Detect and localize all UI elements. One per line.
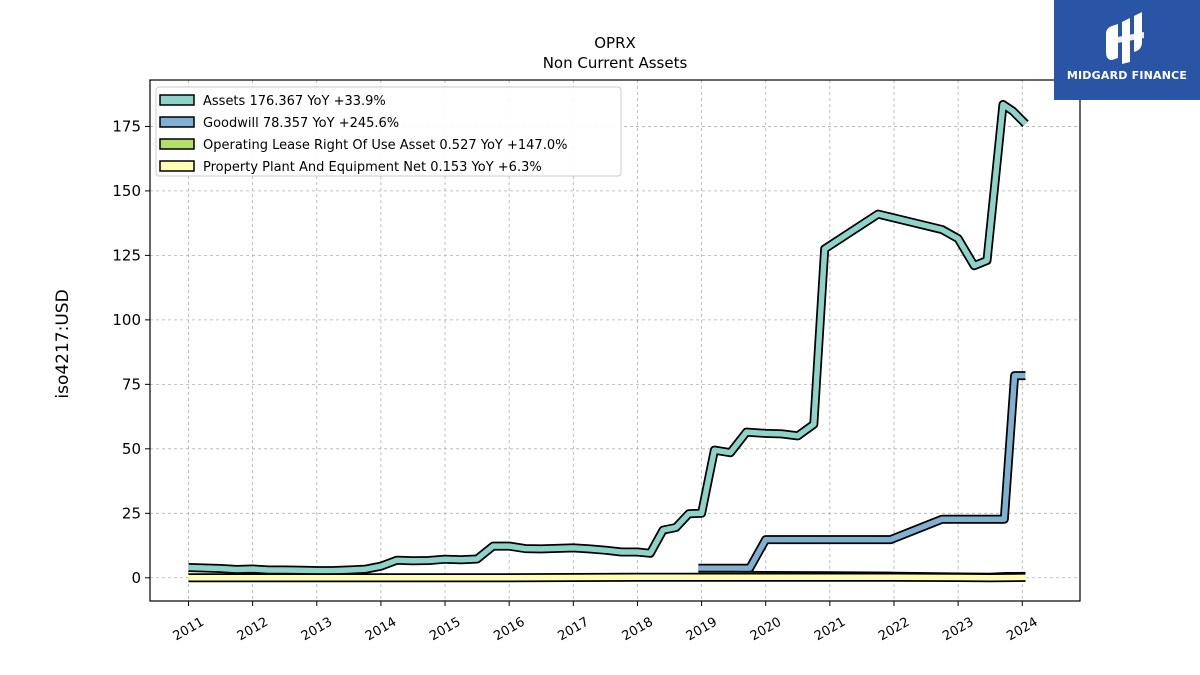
legend: Assets 176.367 YoY +33.9% Goodwill 78.357… xyxy=(155,86,622,177)
x-tick-label: 2022 xyxy=(876,615,912,645)
x-tick-label: 2019 xyxy=(684,615,720,645)
logo-text: MIDGARD FINANCE xyxy=(1066,69,1188,82)
legend-swatch-property-plant-and-equipment-net xyxy=(159,160,195,172)
x-tick-label: 2018 xyxy=(620,615,656,645)
midgard-logo-icon xyxy=(1106,12,1144,64)
grid xyxy=(150,80,1080,601)
legend-label-goodwill: Goodwill 78.357 YoY +245.6% xyxy=(203,116,399,131)
y-tick-label: 175 xyxy=(112,117,141,135)
x-tick-label: 2011 xyxy=(171,615,207,645)
legend-swatch-assets xyxy=(159,94,195,106)
y-tick-label: 75 xyxy=(122,375,141,393)
series-lines xyxy=(188,100,1029,583)
x-tick-label: 2016 xyxy=(491,615,527,645)
y-tick-label: 0 xyxy=(131,569,141,587)
legend-box xyxy=(155,86,622,177)
y-tick-label: 150 xyxy=(112,182,141,200)
legend-label-property-plant-and-equipment-net: Property Plant And Equipment Net 0.153 Y… xyxy=(203,160,542,175)
x-tick-label: 2017 xyxy=(555,615,591,645)
legend-label-assets: Assets 176.367 YoY +33.9% xyxy=(203,94,386,109)
x-tick-label: 2013 xyxy=(299,615,335,645)
x-tick-label: 2021 xyxy=(812,615,848,645)
plot-frame xyxy=(149,79,1081,602)
chart-subtitle: Non Current Assets xyxy=(543,54,688,72)
chart-title: OPRX xyxy=(594,34,636,52)
y-axis-label: iso4217:USD xyxy=(53,289,73,398)
brand-logo: MIDGARD FINANCE xyxy=(1054,0,1200,100)
goodwill-line xyxy=(698,372,1026,571)
legend-swatch-operating-lease-right-of-use-asset xyxy=(159,138,195,150)
legend-swatch-goodwill xyxy=(159,116,195,128)
y-tick-label: 50 xyxy=(122,440,141,458)
x-tick-label: 2012 xyxy=(235,615,271,645)
x-tick-label: 2015 xyxy=(427,615,463,645)
legend-label-operating-lease-right-of-use-asset: Operating Lease Right Of Use Asset 0.527… xyxy=(203,138,567,153)
y-tick-label: 125 xyxy=(112,246,141,264)
x-tick-label: 2020 xyxy=(748,615,784,645)
y-tick-label: 100 xyxy=(112,311,141,329)
x-tick-label: 2024 xyxy=(1004,615,1040,645)
assets-line xyxy=(188,101,1028,574)
x-tick-label: 2023 xyxy=(940,615,976,645)
x-tick-label: 2014 xyxy=(363,615,399,645)
property-plant-and-equipment-net-line xyxy=(188,574,1026,581)
y-tick-label: 25 xyxy=(122,504,141,522)
